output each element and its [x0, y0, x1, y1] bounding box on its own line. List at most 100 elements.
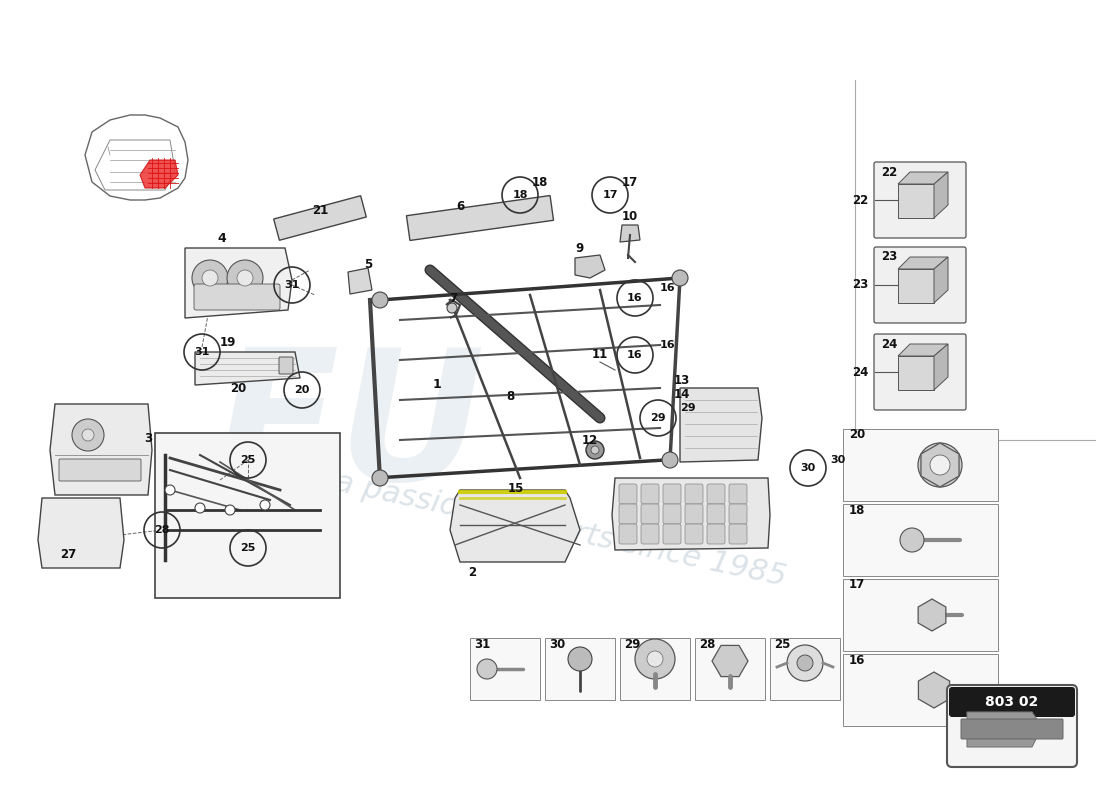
Text: 1: 1: [432, 378, 441, 391]
Polygon shape: [898, 344, 948, 356]
Text: 14: 14: [674, 389, 690, 402]
Circle shape: [635, 639, 675, 679]
Text: 30: 30: [801, 463, 815, 473]
FancyBboxPatch shape: [619, 524, 637, 544]
Circle shape: [236, 270, 253, 286]
Circle shape: [226, 505, 235, 515]
FancyBboxPatch shape: [843, 654, 998, 726]
Circle shape: [372, 292, 388, 308]
Text: 28: 28: [698, 638, 715, 650]
FancyBboxPatch shape: [663, 484, 681, 504]
Polygon shape: [450, 490, 580, 562]
FancyBboxPatch shape: [898, 269, 934, 303]
FancyBboxPatch shape: [843, 504, 998, 576]
Text: 20: 20: [230, 382, 246, 394]
FancyBboxPatch shape: [194, 284, 280, 310]
FancyBboxPatch shape: [949, 687, 1075, 717]
Text: EU: EU: [216, 342, 485, 518]
Text: 17: 17: [603, 190, 618, 200]
Text: 24: 24: [881, 338, 898, 350]
Text: 13: 13: [674, 374, 690, 386]
Text: 24: 24: [851, 366, 868, 378]
Polygon shape: [185, 248, 292, 318]
FancyBboxPatch shape: [729, 504, 747, 524]
Text: 16: 16: [627, 350, 642, 360]
Polygon shape: [918, 672, 949, 708]
FancyBboxPatch shape: [663, 524, 681, 544]
FancyBboxPatch shape: [663, 504, 681, 524]
Polygon shape: [612, 478, 770, 550]
FancyBboxPatch shape: [279, 357, 293, 374]
Text: 19: 19: [220, 335, 236, 349]
Text: 31: 31: [195, 347, 210, 357]
Text: 10: 10: [621, 210, 638, 223]
Circle shape: [798, 655, 813, 671]
Text: 16: 16: [627, 293, 642, 303]
Polygon shape: [918, 599, 946, 631]
Text: 8: 8: [506, 390, 514, 402]
Polygon shape: [195, 352, 300, 385]
Polygon shape: [407, 195, 553, 241]
Text: 18: 18: [849, 503, 866, 517]
FancyBboxPatch shape: [874, 162, 966, 238]
Polygon shape: [575, 255, 605, 278]
Text: 11: 11: [592, 349, 608, 362]
Text: a passion for parts since 1985: a passion for parts since 1985: [331, 468, 789, 592]
Text: 25: 25: [240, 543, 255, 553]
Text: 4: 4: [218, 231, 227, 245]
Circle shape: [930, 455, 950, 475]
Circle shape: [227, 260, 263, 296]
Text: 7: 7: [449, 291, 458, 305]
Polygon shape: [274, 196, 366, 240]
Circle shape: [568, 647, 592, 671]
Circle shape: [82, 429, 94, 441]
Polygon shape: [680, 388, 762, 462]
Text: 16: 16: [660, 283, 675, 293]
FancyBboxPatch shape: [729, 524, 747, 544]
Text: 29: 29: [680, 403, 695, 413]
Circle shape: [918, 443, 962, 487]
Polygon shape: [140, 160, 178, 188]
Text: 20: 20: [295, 385, 310, 395]
Polygon shape: [712, 646, 748, 677]
Text: 31: 31: [474, 638, 491, 650]
Polygon shape: [934, 172, 948, 218]
Polygon shape: [921, 443, 959, 487]
Circle shape: [662, 452, 678, 468]
FancyBboxPatch shape: [874, 334, 966, 410]
Circle shape: [202, 270, 218, 286]
Circle shape: [672, 270, 688, 286]
Text: 31: 31: [284, 280, 299, 290]
Polygon shape: [50, 404, 152, 495]
Text: 3: 3: [144, 431, 152, 445]
Text: 21: 21: [312, 203, 328, 217]
FancyBboxPatch shape: [685, 484, 703, 504]
Text: 29: 29: [650, 413, 666, 423]
FancyBboxPatch shape: [641, 484, 659, 504]
FancyBboxPatch shape: [470, 638, 540, 700]
FancyBboxPatch shape: [619, 484, 637, 504]
Text: 28: 28: [154, 525, 169, 535]
Circle shape: [372, 470, 388, 486]
FancyBboxPatch shape: [707, 504, 725, 524]
FancyBboxPatch shape: [641, 504, 659, 524]
Text: 2: 2: [468, 566, 476, 578]
FancyBboxPatch shape: [874, 247, 966, 323]
Text: 9: 9: [576, 242, 584, 254]
Polygon shape: [967, 712, 1042, 747]
Text: 5: 5: [364, 258, 372, 271]
Circle shape: [591, 446, 600, 454]
Text: 22: 22: [881, 166, 898, 178]
Circle shape: [192, 260, 228, 296]
FancyBboxPatch shape: [898, 356, 934, 390]
Circle shape: [72, 419, 104, 451]
Circle shape: [647, 651, 663, 667]
Text: 18: 18: [531, 177, 548, 190]
Polygon shape: [620, 225, 640, 242]
FancyBboxPatch shape: [685, 504, 703, 524]
Text: 15: 15: [508, 482, 525, 494]
FancyBboxPatch shape: [898, 184, 934, 218]
Polygon shape: [898, 257, 948, 269]
Polygon shape: [934, 257, 948, 303]
FancyBboxPatch shape: [619, 504, 637, 524]
